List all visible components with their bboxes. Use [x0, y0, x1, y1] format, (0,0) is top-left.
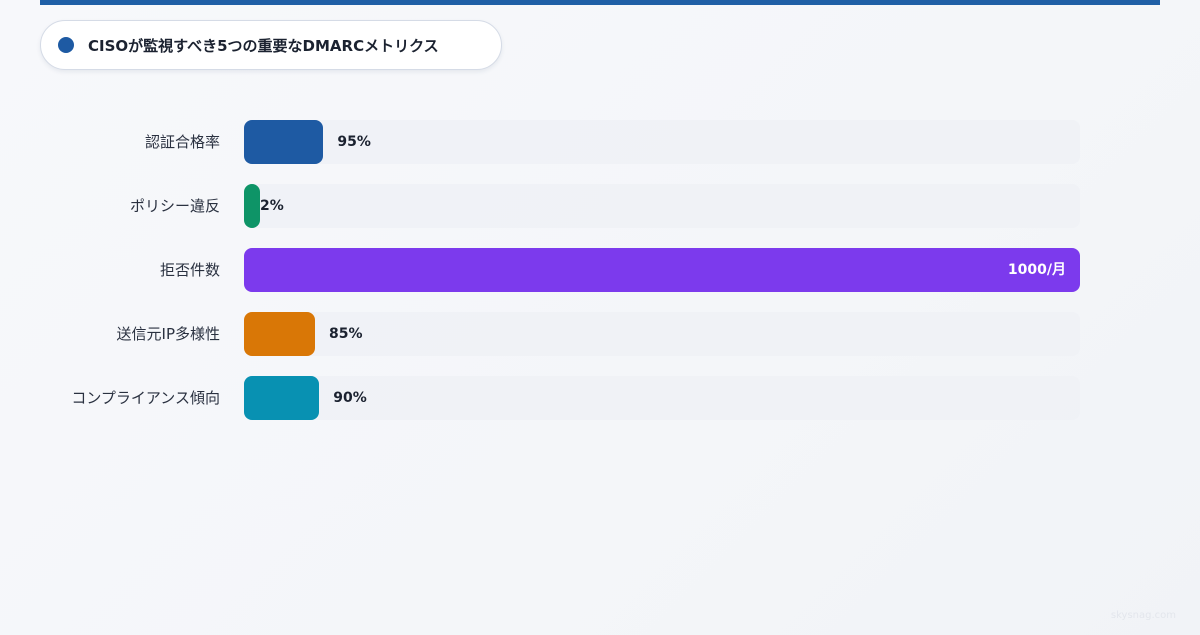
top-accent-bar [40, 0, 1160, 5]
value-label: 90% [333, 390, 367, 406]
chart-title: CISOが監視すべき5つの重要なDMARCメトリクス [88, 36, 439, 55]
bar [244, 184, 260, 228]
category-label: コンプライアンス傾向 [71, 389, 220, 407]
bar-track [244, 312, 1080, 356]
value-label: 85% [329, 326, 363, 342]
bar [244, 376, 320, 420]
category-label: 認証合格率 [144, 133, 220, 151]
category-label: 送信元IP多様性 [116, 325, 220, 343]
chart-title-card: CISOが監視すべき5つの重要なDMARCメトリクス [40, 20, 502, 70]
category-label: 拒否件数 [159, 261, 220, 279]
watermark: skysnag.com [1110, 610, 1176, 621]
value-label: 95% [337, 134, 371, 150]
bar [244, 120, 324, 164]
bar [244, 248, 1080, 292]
value-label: 2% [260, 198, 284, 214]
bar-track [244, 120, 1080, 164]
bar [244, 312, 316, 356]
title-bullet-icon [58, 37, 74, 53]
bar-track [244, 376, 1080, 420]
value-label: 1000/月 [1007, 262, 1066, 278]
category-label: ポリシー違反 [129, 197, 220, 215]
bar-track [244, 184, 1080, 228]
